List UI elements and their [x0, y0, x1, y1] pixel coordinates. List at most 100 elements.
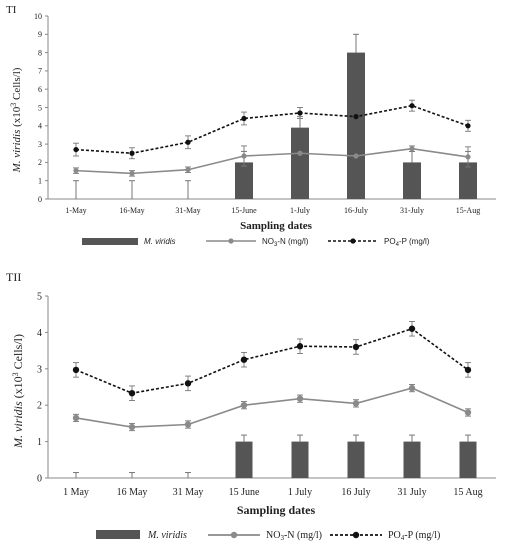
no3-point	[185, 167, 191, 173]
legend-po4-label: PO4-P (mg/l)	[384, 237, 430, 248]
po4-point	[408, 325, 416, 332]
x-tick-label: 1 May	[63, 487, 89, 498]
po4-point	[128, 389, 136, 397]
legend-po4-label: PO4-P (mg/l)	[388, 530, 440, 542]
no3-point	[297, 150, 303, 156]
bar	[235, 162, 253, 199]
po4-point	[185, 139, 191, 145]
no3-point	[72, 414, 80, 422]
bar	[403, 162, 421, 199]
no3-point	[241, 153, 247, 159]
no3-point	[409, 146, 415, 152]
legend-mviridis-label: M. viridis	[144, 237, 176, 246]
y-tick-label: 1	[37, 437, 42, 448]
legend-no3-label: NO3-N (mg/l)	[262, 237, 309, 248]
y-tick-label: 9	[38, 30, 42, 39]
y-tick-label: 2	[38, 158, 42, 167]
chart-ti: TI 0 1 2 3 4 5 6 7 8 9 10 1-May 16-May 31-May 15-June 1…	[6, 4, 496, 248]
po4-point	[240, 356, 248, 363]
y-tick-label: 4	[37, 328, 42, 339]
po4-point	[297, 110, 303, 116]
po4-point	[464, 366, 472, 374]
legend-bar-swatch	[82, 238, 138, 245]
y-axis-title: M. viridis (x103 Cells/l)	[11, 334, 25, 449]
y-tick-label: 8	[38, 48, 42, 57]
bar	[347, 52, 365, 199]
x-tick-label: 16 May	[117, 487, 148, 498]
legend-no3-label: NO3-N (mg/l)	[266, 530, 322, 542]
x-tick-label: 31 May	[173, 487, 204, 498]
legend-no3-marker	[228, 238, 234, 244]
legend-no3-marker	[230, 531, 238, 539]
po4-point	[73, 146, 79, 153]
po4-point	[184, 380, 192, 387]
x-tick-label: 15 Aug	[453, 487, 482, 498]
x-tick-label: 1-May	[65, 206, 86, 215]
x-tick-label: 16-May	[119, 206, 144, 215]
no3-point	[184, 421, 192, 428]
panel-label: TI	[6, 4, 17, 16]
po4-point	[129, 150, 135, 156]
x-axis-title: Sampling dates	[237, 503, 316, 517]
no3-point	[128, 423, 136, 431]
bar	[347, 441, 365, 478]
po4-point	[465, 123, 471, 129]
x-tick-label: 31-May	[175, 206, 200, 215]
x-tick-label: 1-July	[290, 206, 310, 215]
x-tick-label: 15-June	[231, 206, 257, 215]
bar	[459, 162, 477, 199]
legend-mviridis-label: M. viridis	[147, 530, 187, 541]
x-tick-label: 31-July	[400, 206, 424, 215]
no3-line	[75, 387, 469, 428]
y-tick-label: 0	[37, 474, 42, 485]
legend-bar-swatch	[96, 530, 140, 539]
x-tick-label: 16 July	[341, 487, 370, 498]
x-tick-label: 31 July	[397, 487, 426, 498]
y-tick-label: 10	[34, 12, 42, 21]
no3-point	[129, 170, 135, 176]
y-tick-label: 5	[37, 292, 42, 303]
no3-point	[353, 153, 359, 159]
legend-po4-marker	[352, 531, 360, 539]
y-tick-label: 3	[37, 364, 42, 375]
po4-point	[352, 343, 360, 351]
y-tick-label: 3	[38, 140, 42, 149]
no3-line	[75, 147, 469, 175]
bar	[291, 441, 309, 478]
x-tick-label: 1 July	[288, 487, 312, 498]
no3-point	[73, 168, 79, 174]
y-tick-label: 2	[37, 401, 42, 412]
bar	[403, 441, 421, 478]
no3-point	[465, 154, 471, 160]
po4-line	[75, 104, 469, 155]
no3-point	[240, 402, 248, 409]
y-tick-label: 0	[38, 195, 42, 204]
x-tick-label: 15 June	[229, 487, 260, 498]
chart-tii: TII 0 1 2 3 4 5 1 May 16 May 31 May 15 June 1 July…	[6, 270, 496, 542]
y-tick-label: 5	[38, 103, 42, 112]
y-tick-label: 7	[38, 67, 42, 76]
po4-point	[241, 115, 247, 122]
po4-point	[72, 366, 80, 374]
no3-point	[352, 400, 360, 407]
bar	[459, 441, 477, 478]
po4-point	[409, 103, 415, 109]
panel-label: TII	[6, 270, 21, 284]
no3-point	[296, 395, 304, 402]
po4-point	[296, 343, 304, 350]
y-tick-label: 6	[38, 85, 42, 94]
chart-panel-tii: TII 0 1 2 3 4 5 1 May 16 May 31 May 15 June 1 July…	[0, 268, 508, 553]
y-axis-title: M. viridis (x103 Cells/l)	[9, 67, 23, 173]
bar	[235, 441, 253, 478]
chart-panel-ti: TI 0 1 2 3 4 5 6 7 8 9 10 1-May 16-May 31-May 15-June 1…	[0, 0, 508, 268]
legend-po4-marker	[350, 238, 356, 244]
x-axis-title: Sampling dates	[240, 220, 313, 232]
no3-point	[408, 384, 416, 392]
no3-point	[464, 409, 472, 416]
po4-line	[75, 327, 469, 395]
y-tick-label: 4	[38, 122, 42, 131]
po4-point	[353, 114, 359, 120]
x-tick-label: 15-Aug	[456, 206, 480, 215]
y-tick-label: 1	[38, 177, 42, 186]
x-tick-label: 16-July	[344, 206, 368, 215]
